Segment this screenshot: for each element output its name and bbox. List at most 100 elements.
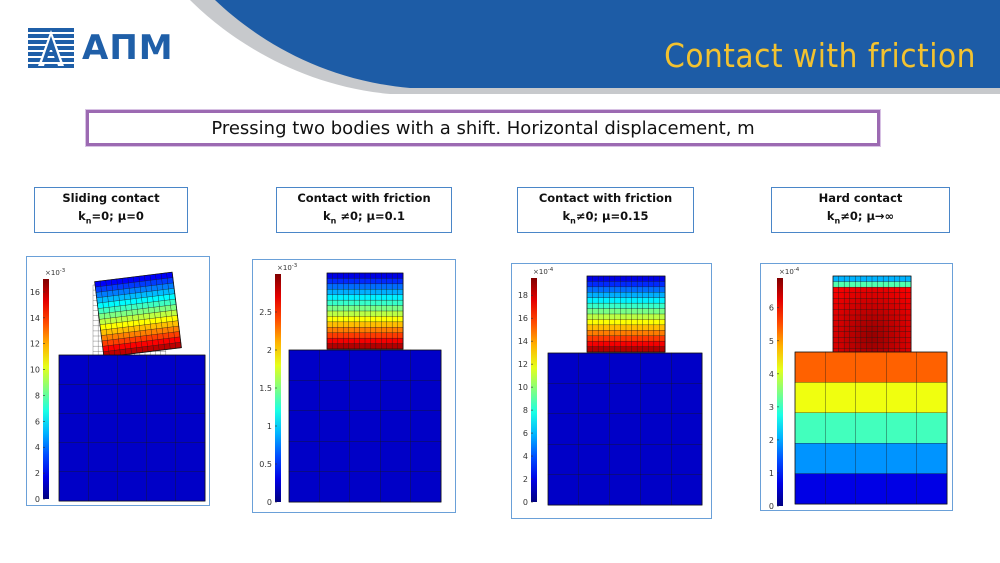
- header-swoosh-blue: [215, 0, 1000, 88]
- upper-block-cell: [636, 346, 644, 353]
- lower-block-cell: [58, 442, 89, 473]
- upper-block-cell: [866, 342, 873, 349]
- upper-block-cell: [586, 297, 594, 304]
- upper-block-cell: [631, 346, 638, 353]
- upper-block-cell: [636, 297, 644, 304]
- colorbar-tick-label: 0: [35, 495, 40, 504]
- lower-block-cell: [117, 442, 148, 473]
- upper-block-cell: [838, 320, 845, 327]
- logo-text: АПМ: [82, 28, 174, 68]
- upper-block-cell: [364, 343, 371, 350]
- upper-block-cell: [631, 313, 638, 320]
- lower-block-cell: [319, 410, 351, 442]
- upper-block-cell: [370, 299, 377, 307]
- lower-block-cell: [288, 471, 320, 503]
- upper-block-cell: [381, 299, 388, 307]
- upper-block-cell: [871, 320, 879, 327]
- upper-block-cell: [353, 337, 361, 345]
- upper-block-cell: [343, 294, 350, 301]
- upper-block-outline: [586, 275, 666, 353]
- upper-block-cell: [592, 313, 599, 320]
- upper-block-cell: [592, 340, 599, 348]
- upper-block-cell: [603, 297, 610, 304]
- lower-block-cell: [146, 442, 177, 473]
- lower-block-cell: [855, 473, 887, 505]
- upper-block-cell: [386, 327, 393, 334]
- upper-block-cell: [659, 335, 666, 342]
- upper-block-cell: [348, 283, 355, 290]
- upper-block-cell: [860, 275, 867, 283]
- upper-block-cell: [625, 330, 633, 337]
- colorbar-tick-label: 4: [769, 370, 774, 379]
- upper-block-cell: [397, 283, 404, 290]
- upper-block-cell: [855, 342, 862, 349]
- upper-block-cell: [332, 332, 339, 339]
- upper-block-cell: [905, 314, 912, 322]
- upper-block-cell: [631, 319, 638, 326]
- upper-block-cell: [860, 314, 867, 322]
- upper-block-cell: [877, 342, 884, 349]
- upper-block-cell: [386, 272, 393, 279]
- upper-block-cell: [364, 321, 371, 328]
- upper-block-cell: [877, 298, 884, 305]
- upper-block-cell: [866, 292, 873, 299]
- upper-block-cell: [609, 340, 616, 348]
- lower-block-cell: [547, 383, 580, 415]
- upper-block-cell: [332, 321, 339, 328]
- upper-block-cell: [370, 310, 377, 317]
- upper-block-cell: [843, 314, 851, 322]
- upper-block-cell: [631, 330, 638, 337]
- upper-block-cell: [353, 289, 361, 296]
- upper-block-cell: [326, 316, 333, 323]
- upper-block-cell: [625, 292, 633, 299]
- lower-block-cell: [671, 413, 703, 445]
- upper-block-cell: [620, 330, 627, 337]
- upper-block-cell: [866, 281, 873, 288]
- upper-block-cell: [620, 297, 627, 304]
- upper-block-outline: [94, 271, 182, 358]
- upper-block-cell: [397, 305, 404, 312]
- upper-block-cell: [381, 316, 388, 323]
- upper-block-cell: [642, 335, 649, 342]
- upper-block-cell: [381, 289, 388, 296]
- lower-block-outline: [58, 354, 206, 502]
- lower-block-cell: [58, 354, 89, 385]
- upper-block-cell: [877, 303, 884, 310]
- upper-block-cell: [603, 330, 610, 337]
- upper-block-cell: [603, 275, 610, 282]
- upper-block-cell: [888, 325, 895, 333]
- upper-block-cell: [659, 292, 666, 299]
- upper-block-cell: [332, 283, 339, 290]
- upper-block-cell: [843, 286, 851, 294]
- upper-block-cell: [653, 302, 660, 310]
- upper-block-cell: [653, 281, 660, 288]
- upper-block-cell: [838, 303, 845, 310]
- colorbar-tick-label: 12: [518, 360, 528, 369]
- upper-block-cell: [882, 314, 890, 322]
- upper-block-cell: [843, 281, 851, 288]
- upper-block-cell: [888, 337, 895, 344]
- lower-block-cell: [916, 473, 948, 505]
- lower-block-cell: [855, 412, 887, 444]
- upper-block-cell: [391, 343, 399, 350]
- lower-block-cell: [794, 473, 826, 505]
- upper-block-cell: [838, 337, 845, 344]
- lower-block-cell: [578, 383, 611, 415]
- upper-block-cell: [631, 308, 638, 315]
- upper-block-cell: [832, 298, 840, 305]
- lower-block-cell: [886, 382, 918, 414]
- upper-block-cell: [843, 298, 851, 305]
- upper-block-cell: [348, 299, 355, 307]
- upper-block-cell: [597, 302, 605, 310]
- upper-block-cell: [642, 292, 649, 299]
- upper-block-cell: [343, 278, 350, 285]
- upper-block-cell: [877, 292, 884, 299]
- upper-block-cell: [370, 294, 377, 301]
- upper-block-cell: [337, 310, 344, 317]
- case-title: Contact with friction: [538, 191, 673, 206]
- upper-block-cell: [843, 309, 851, 316]
- upper-block-cell: [855, 286, 862, 294]
- upper-block-cell: [364, 294, 371, 301]
- upper-block-cell: [899, 314, 906, 322]
- lower-block-cell: [640, 383, 672, 415]
